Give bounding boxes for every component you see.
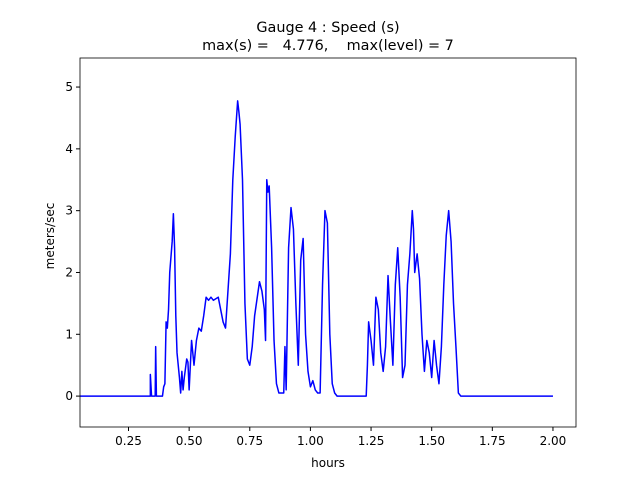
- x-tick-label: 0.50: [176, 434, 203, 448]
- y-tick-label: 4: [65, 142, 73, 156]
- chart-subtitle: max(s) = 4.776, max(level) = 7: [202, 38, 454, 54]
- y-tick-label: 5: [65, 80, 73, 94]
- x-tick-label: 2.00: [540, 434, 567, 448]
- y-tick-label: 3: [65, 204, 73, 218]
- y-tick-label: 2: [65, 265, 73, 279]
- x-tick-label: 0.25: [115, 434, 142, 448]
- plot-frame: [79, 57, 577, 428]
- y-tick-label: 1: [65, 327, 73, 341]
- x-tick-label: 1.25: [358, 434, 385, 448]
- speed-line: [80, 100, 553, 397]
- y-axis-label: meters/sec: [43, 203, 57, 270]
- x-tick-label: 1.50: [418, 434, 445, 448]
- x-tick-label: 1.75: [479, 434, 506, 448]
- x-axis-label: hours: [311, 456, 345, 470]
- x-tick-label: 1.00: [297, 434, 324, 448]
- y-tick-label: 0: [65, 389, 73, 403]
- x-tick-label: 0.75: [236, 434, 263, 448]
- chart-title: Gauge 4 : Speed (s): [256, 20, 399, 36]
